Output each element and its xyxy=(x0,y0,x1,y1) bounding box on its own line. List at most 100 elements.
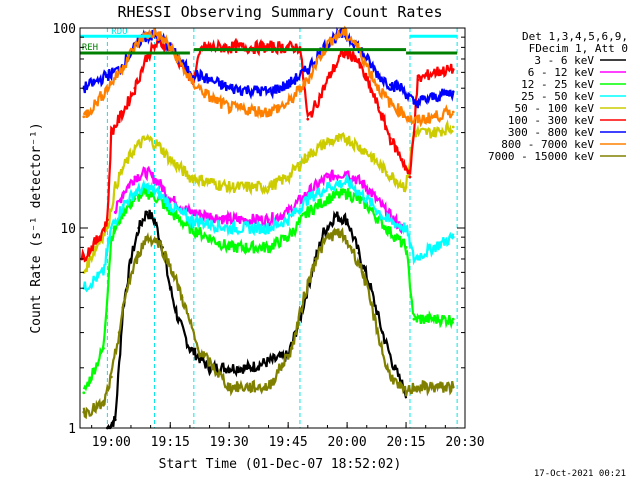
legend-label-4: 50 - 100 keV xyxy=(515,102,595,115)
axes: 19:00 19:15 19:30 19:45 20:00 20:15 20:30 1 10 10… xyxy=(53,22,485,450)
series-8-point-11 xyxy=(227,385,231,389)
series-5-point-5 xyxy=(133,86,137,90)
series-2-point-13 xyxy=(326,197,329,201)
series-8-point-7 xyxy=(157,240,160,244)
series-8-point-15 xyxy=(314,257,318,261)
series-2-point-14 xyxy=(345,191,349,195)
legend-label-5: 100 - 300 keV xyxy=(508,114,594,127)
marker-label-0: RDO xyxy=(111,27,127,37)
series-line-2 xyxy=(82,184,455,392)
series-4-point-21 xyxy=(451,125,455,129)
legend-label-7: 800 - 7000 keV xyxy=(501,138,594,151)
series-7-point-9 xyxy=(188,78,192,82)
series-4-point-11 xyxy=(267,185,270,189)
series-1-point-7 xyxy=(227,218,231,222)
series-5-point-1 xyxy=(98,235,101,239)
series-3-point-3 xyxy=(121,203,125,207)
series-3-point-4 xyxy=(133,191,137,195)
series-5-point-23 xyxy=(400,158,404,161)
series-7-point-12 xyxy=(267,110,270,114)
series-8-point-20 xyxy=(373,317,377,321)
series-8-point-19 xyxy=(361,270,365,274)
series-5-point-18 xyxy=(341,51,345,55)
series-line-1 xyxy=(114,165,404,235)
series-1-point-2 xyxy=(133,175,137,179)
series-7-point-2 xyxy=(105,86,109,90)
series-2-point-0 xyxy=(82,391,86,395)
series-4-point-15 xyxy=(345,137,349,140)
series-8-point-5 xyxy=(137,251,141,255)
series-1-point-3 xyxy=(145,170,149,174)
series-3-point-7 xyxy=(168,203,172,207)
series-7-point-16 xyxy=(329,37,333,41)
series-7-point-14 xyxy=(306,78,310,82)
series-2-point-9 xyxy=(227,245,231,249)
legend: Det 1,3,4,5,6,9,FDecim 1, Att 03 - 6 keV… xyxy=(488,30,628,163)
x-tick-label-0: 19:00 xyxy=(92,435,131,450)
series-5-point-17 xyxy=(329,70,333,74)
series-4-point-6 xyxy=(145,137,149,140)
series-8-point-1 xyxy=(102,403,105,407)
series-1-point-1 xyxy=(121,191,125,195)
series-5-point-21 xyxy=(377,106,380,109)
x-axis-label: Start Time (01-Dec-07 18:52:02) xyxy=(159,457,402,472)
series-8-point-26 xyxy=(451,385,455,389)
legend-label-0: 3 - 6 keV xyxy=(534,54,594,67)
series-0-point-12 xyxy=(247,366,251,370)
series-1-point-0 xyxy=(113,210,117,214)
series-8-point-4 xyxy=(125,286,129,290)
series-0-point-22 xyxy=(392,366,396,370)
series-1-point-11 xyxy=(326,175,329,179)
series-0-point-3 xyxy=(129,257,133,261)
series-0-point-11 xyxy=(208,366,211,370)
series-7-point-17 xyxy=(341,31,345,34)
series-3-point-2 xyxy=(109,226,113,230)
y-tick-label-1: 10 xyxy=(60,222,76,237)
series-3-point-5 xyxy=(145,185,149,189)
legend-label-1: 6 - 12 keV xyxy=(528,66,595,79)
series-8-point-22 xyxy=(396,385,400,389)
series-5-point-25 xyxy=(416,78,420,82)
series-6-point-15 xyxy=(318,51,321,55)
chart-title: RHESSI Observing Summary Count Rates xyxy=(117,3,442,21)
plot-area: RDO REH xyxy=(80,25,458,430)
series-3-point-19 xyxy=(432,245,435,249)
y-tick-label-0: 1 xyxy=(68,422,76,437)
series-6-point-20 xyxy=(377,73,380,77)
series-5-point-4 xyxy=(121,110,125,114)
series-7-point-10 xyxy=(208,95,211,99)
series-7-point-6 xyxy=(153,31,156,34)
series-6-point-1 xyxy=(98,78,101,82)
series-7-point-13 xyxy=(286,101,290,105)
series-line-4 xyxy=(82,119,454,274)
series-2-point-17 xyxy=(404,245,408,249)
series-7-point-19 xyxy=(365,64,369,67)
series-5-point-6 xyxy=(145,55,149,58)
series-4-point-5 xyxy=(133,147,137,150)
series-2-point-18 xyxy=(412,317,416,321)
series-1-point-12 xyxy=(345,170,349,174)
series-5-point-22 xyxy=(388,137,392,140)
series-3-point-16 xyxy=(385,218,388,222)
legend-header-1: FDecim 1, Att 0 xyxy=(529,42,628,55)
series-8-point-0 xyxy=(82,410,86,414)
series-0-point-21 xyxy=(381,331,384,334)
x-tick-label-1: 19:15 xyxy=(151,435,190,450)
series-7-point-24 xyxy=(432,115,435,119)
series-line-6 xyxy=(82,26,455,109)
series-5-point-16 xyxy=(318,95,321,99)
series-7-point-21 xyxy=(388,101,392,105)
legend-label-8: 7000 - 15000 keV xyxy=(488,150,594,163)
series-6-point-19 xyxy=(365,57,369,61)
series-7-point-7 xyxy=(164,40,168,44)
series-5-point-3 xyxy=(109,131,113,134)
series-8-point-6 xyxy=(145,235,149,239)
series-0-point-18 xyxy=(345,218,349,222)
series-7-point-3 xyxy=(117,70,121,74)
series-line-5 xyxy=(80,33,455,263)
series-0-point-6 xyxy=(153,218,156,222)
series-6-point-25 xyxy=(451,90,455,94)
series-8-point-25 xyxy=(432,385,435,389)
series-4-point-14 xyxy=(326,140,329,144)
series-1-point-4 xyxy=(157,180,160,184)
